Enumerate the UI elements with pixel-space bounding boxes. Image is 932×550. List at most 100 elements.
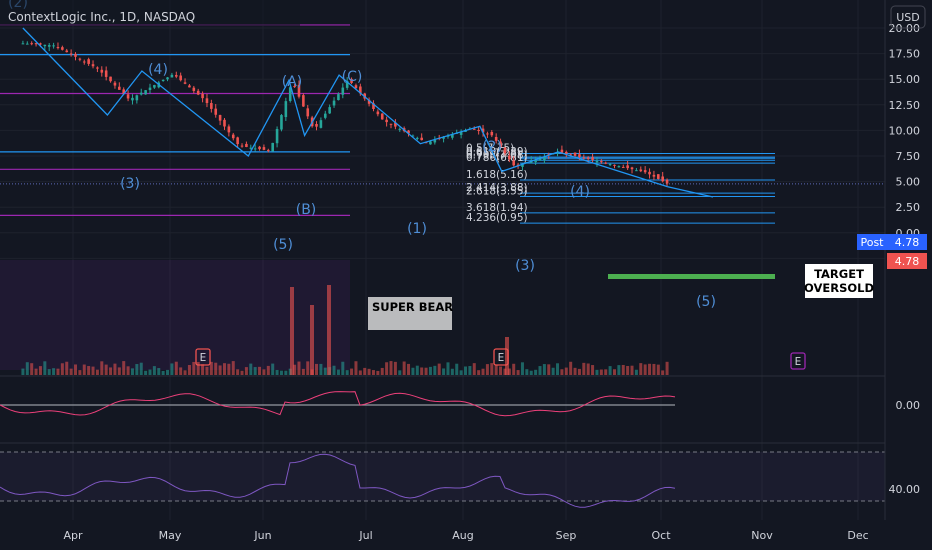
y-tick-label: 12.50 bbox=[889, 99, 921, 112]
candle-body bbox=[407, 130, 410, 134]
candle-body bbox=[96, 67, 99, 69]
fib-level-label: 0.786(6.81) bbox=[466, 152, 528, 164]
candle-body bbox=[512, 160, 516, 166]
volume-bar bbox=[271, 363, 275, 375]
candle-body bbox=[218, 115, 222, 121]
candle-body bbox=[380, 113, 384, 120]
candle-body bbox=[56, 47, 60, 49]
candle-body bbox=[74, 53, 77, 57]
macd-tick: 0.00 bbox=[896, 399, 921, 412]
volume-bar bbox=[630, 365, 634, 375]
rsi-band bbox=[0, 452, 885, 501]
candle-body bbox=[560, 149, 564, 153]
volume-bar bbox=[437, 363, 441, 375]
fib-level-label: 3.618(1.94) bbox=[466, 202, 528, 214]
volume-bar bbox=[222, 363, 226, 375]
volume-bar bbox=[209, 361, 213, 375]
volume-bar bbox=[599, 369, 603, 375]
post-badge-label: Post bbox=[860, 236, 884, 249]
candle-body bbox=[61, 47, 64, 50]
candle-body bbox=[43, 44, 47, 47]
fib-level-label: 2.414(3.88) bbox=[466, 182, 528, 194]
volume-bar bbox=[551, 367, 555, 375]
volume-bar bbox=[192, 361, 196, 375]
volume-bar bbox=[293, 364, 297, 375]
candle-body bbox=[359, 86, 362, 94]
candle-body bbox=[578, 154, 581, 157]
volume-bar bbox=[472, 363, 476, 375]
volume-bar bbox=[78, 370, 82, 375]
wave-label: (C) bbox=[342, 69, 363, 85]
candle-body bbox=[433, 140, 437, 143]
candle-body bbox=[109, 76, 112, 82]
wave-label: (B) bbox=[296, 202, 317, 218]
candle-body bbox=[595, 160, 599, 163]
candle-body bbox=[617, 166, 621, 168]
candle-body bbox=[118, 86, 121, 90]
volume-bar bbox=[30, 363, 34, 375]
candle-body bbox=[372, 103, 375, 109]
candle-body bbox=[91, 64, 95, 67]
currency-button[interactable] bbox=[890, 5, 926, 29]
candle-body bbox=[481, 128, 485, 133]
wave-label: (1) bbox=[407, 221, 427, 237]
volume-bar bbox=[25, 362, 29, 375]
candle-body bbox=[249, 147, 253, 149]
volume-bar bbox=[52, 368, 56, 375]
candle-body bbox=[652, 174, 656, 177]
candle-body bbox=[21, 43, 25, 45]
volume-bar bbox=[205, 366, 209, 375]
symbol-title: ContextLogic Inc., 1D, NASDAQ bbox=[8, 10, 195, 24]
candle-body bbox=[635, 170, 638, 172]
candle-body bbox=[661, 176, 664, 182]
candle-body bbox=[429, 141, 432, 145]
target-note-box bbox=[805, 264, 873, 298]
volume-bar bbox=[529, 370, 533, 375]
candle-body bbox=[639, 169, 643, 172]
volume-spike bbox=[310, 305, 314, 375]
volume-bar bbox=[490, 363, 494, 375]
volume-bar bbox=[82, 364, 86, 375]
volume-bar bbox=[560, 369, 564, 375]
candle-body bbox=[65, 50, 69, 53]
volume-bar bbox=[354, 361, 358, 375]
volume-bar bbox=[332, 365, 336, 375]
y-tick-label: 15.00 bbox=[889, 73, 921, 86]
volume-bar bbox=[380, 367, 384, 375]
volume-bar bbox=[170, 363, 174, 375]
post-badge bbox=[857, 234, 887, 250]
candle-body bbox=[39, 43, 42, 45]
earnings-label: E bbox=[498, 352, 505, 364]
wave-label: (4) bbox=[148, 62, 168, 78]
candle-body bbox=[630, 167, 634, 170]
candle-body bbox=[201, 93, 204, 99]
candle-body bbox=[144, 90, 147, 95]
super-bear-note-box bbox=[368, 297, 452, 330]
volume-bar bbox=[275, 369, 279, 375]
candle-body bbox=[604, 162, 608, 164]
candle-body bbox=[236, 137, 239, 145]
volume-bar bbox=[595, 369, 599, 375]
volume-bar bbox=[402, 361, 406, 375]
candle-body bbox=[643, 170, 647, 173]
volume-spike bbox=[290, 287, 294, 375]
volume-bar bbox=[65, 361, 69, 375]
volume-bar bbox=[608, 366, 612, 375]
candle-body bbox=[161, 79, 165, 82]
candle-body bbox=[508, 155, 511, 160]
volume-bar bbox=[459, 370, 463, 375]
candle-body bbox=[600, 161, 603, 163]
volume-bar bbox=[161, 370, 165, 375]
volume-bar bbox=[196, 362, 200, 375]
candle-body bbox=[367, 99, 371, 104]
volume-bar bbox=[126, 366, 130, 375]
volume-bar bbox=[109, 367, 113, 375]
volume-bar bbox=[612, 369, 616, 375]
candle-body bbox=[477, 129, 480, 132]
candle-body bbox=[192, 87, 196, 91]
wave-label: (3) bbox=[515, 258, 535, 274]
volume-bar bbox=[249, 363, 253, 375]
candle-body bbox=[34, 43, 38, 45]
volume-bar bbox=[104, 364, 108, 375]
